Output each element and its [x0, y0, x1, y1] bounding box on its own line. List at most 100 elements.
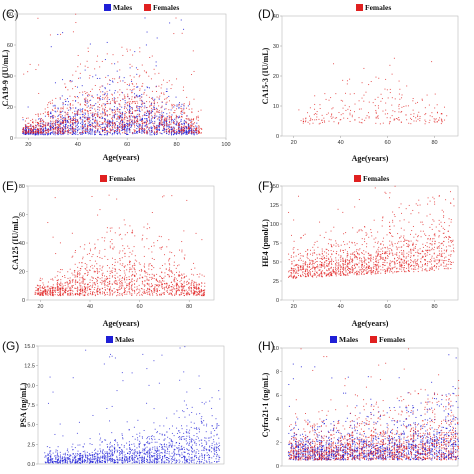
point [89, 116, 91, 118]
point [379, 254, 381, 256]
point [80, 285, 82, 287]
point [185, 127, 187, 129]
point [166, 123, 168, 125]
point [32, 127, 34, 129]
point [75, 113, 77, 115]
point [79, 279, 81, 281]
point [293, 275, 295, 277]
point [116, 107, 118, 109]
point [97, 108, 99, 110]
point [50, 294, 52, 296]
point [306, 268, 308, 270]
point [109, 107, 111, 109]
point [37, 131, 39, 133]
point [124, 102, 126, 104]
point [37, 291, 39, 293]
point [40, 293, 42, 295]
point [101, 85, 103, 87]
point [450, 219, 452, 221]
point [436, 254, 438, 256]
point [338, 274, 340, 276]
point [98, 252, 100, 254]
point [43, 121, 45, 123]
point [86, 264, 88, 266]
point [112, 275, 114, 277]
point [136, 293, 138, 295]
point [106, 110, 108, 112]
point [183, 285, 185, 287]
point [143, 131, 145, 133]
point [144, 115, 146, 117]
point [69, 286, 71, 288]
point [139, 99, 141, 101]
point [25, 129, 27, 131]
point [148, 284, 150, 286]
point [148, 112, 150, 114]
point [62, 79, 64, 81]
point [353, 111, 355, 113]
point [71, 126, 73, 128]
point [132, 101, 134, 103]
point [169, 125, 171, 127]
point [304, 264, 306, 266]
point [99, 291, 101, 293]
point [153, 242, 155, 244]
point [128, 115, 130, 117]
point [74, 281, 76, 283]
point [50, 113, 52, 115]
point [89, 132, 91, 134]
point [160, 124, 162, 126]
point [156, 130, 158, 132]
point [143, 270, 145, 272]
point [170, 270, 172, 272]
point [64, 119, 66, 121]
point [182, 129, 184, 131]
point [156, 111, 158, 113]
point [415, 263, 417, 265]
point [106, 227, 108, 229]
point [150, 103, 152, 105]
point [141, 283, 143, 285]
point [46, 293, 48, 295]
point [200, 288, 202, 290]
point [117, 126, 119, 128]
point [199, 290, 201, 292]
point [64, 83, 66, 85]
point [43, 127, 45, 129]
point [161, 294, 163, 296]
point [154, 132, 156, 134]
point [37, 285, 39, 287]
point [415, 263, 417, 265]
point [181, 286, 183, 288]
point [168, 124, 170, 126]
point [342, 107, 344, 109]
point [188, 131, 190, 133]
point [129, 123, 131, 125]
point [411, 268, 413, 270]
point [416, 251, 418, 253]
point [104, 121, 106, 123]
point [42, 292, 44, 294]
point [84, 91, 86, 93]
point [178, 123, 180, 125]
point [452, 239, 454, 241]
point [82, 294, 84, 296]
point [163, 121, 165, 123]
point [80, 132, 82, 134]
point [96, 289, 98, 291]
point [88, 121, 90, 123]
point [104, 93, 106, 95]
point [183, 127, 185, 129]
point [159, 132, 161, 134]
point [124, 131, 126, 133]
point [138, 130, 140, 132]
point [107, 281, 109, 283]
point [65, 289, 67, 291]
point [138, 123, 140, 125]
point [450, 254, 452, 256]
point [335, 270, 337, 272]
point [431, 263, 433, 265]
point [156, 96, 158, 98]
point [121, 281, 123, 283]
